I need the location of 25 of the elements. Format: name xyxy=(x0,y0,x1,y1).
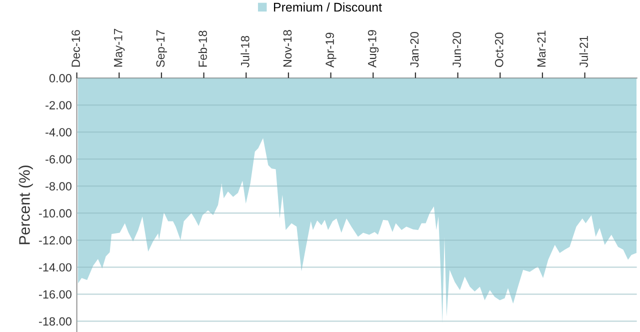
x-tick-label: Dec-16 xyxy=(72,30,80,67)
x-tick-label: Jul-21 xyxy=(579,36,588,68)
x-tick-label: Jul-18 xyxy=(240,36,250,68)
y-tick-label: -4.00 xyxy=(46,128,72,136)
y-tick-label: -12.00 xyxy=(38,236,72,245)
y-axis-title: Percent (%) xyxy=(18,166,33,244)
x-tick-label: Feb-18 xyxy=(198,30,207,67)
y-tick-label: -14.00 xyxy=(38,263,72,272)
y-tick-label: -10.00 xyxy=(38,209,72,218)
x-tick-label: Oct-20 xyxy=(494,32,504,68)
legend-label: Premium / Discount xyxy=(274,2,382,12)
y-tick-label: -8.00 xyxy=(46,182,72,190)
x-tick-label: Nov-18 xyxy=(283,30,292,67)
x-tick-label: Sep-17 xyxy=(156,30,167,68)
y-tick-label: 0.00 xyxy=(49,74,72,82)
x-tick-label: May-17 xyxy=(114,28,125,67)
x-tick-label: Mar-21 xyxy=(537,30,546,67)
x-tick-label: Apr-19 xyxy=(326,32,336,68)
x-tick-label: Jan-20 xyxy=(410,32,419,68)
y-tick-label: -18.00 xyxy=(38,317,72,326)
y-tick-label: -16.00 xyxy=(38,290,72,299)
y-tick-label: -6.00 xyxy=(46,155,72,164)
y-tick-label: -2.00 xyxy=(46,101,72,110)
x-tick-label: Jun-20 xyxy=(452,32,461,68)
x-tick-label: Aug-19 xyxy=(368,30,379,68)
